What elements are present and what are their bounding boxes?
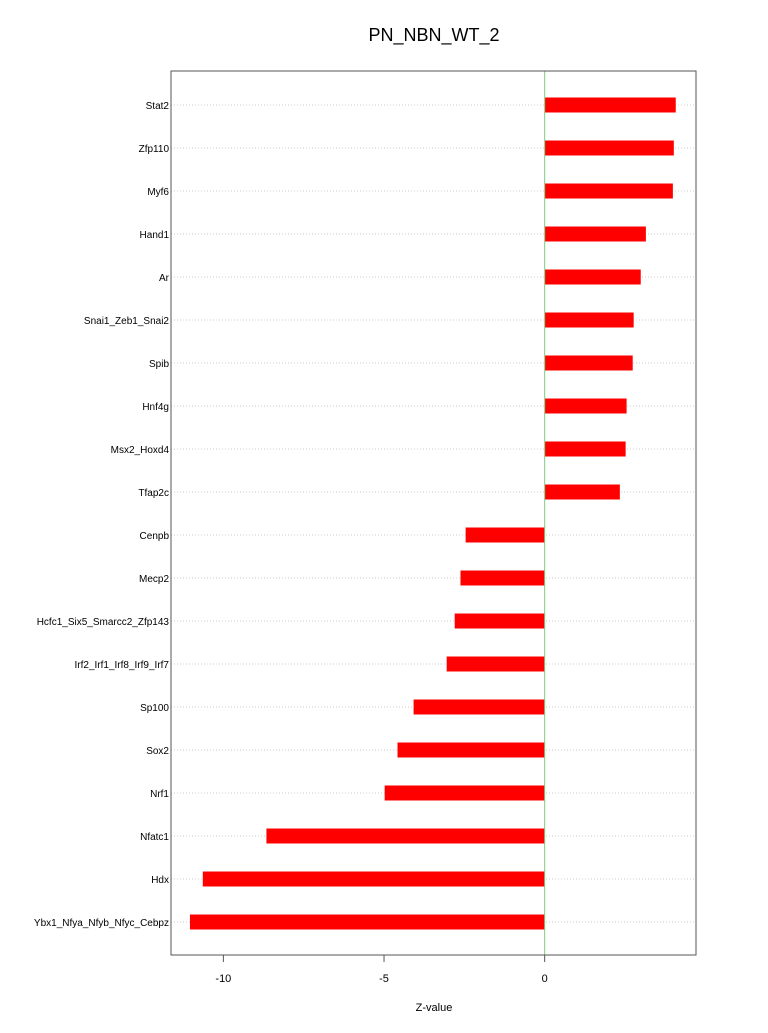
- bar-hand1: [544, 226, 646, 242]
- category-label: Ar: [159, 273, 170, 284]
- bar-msx2_hoxd4: [544, 441, 626, 457]
- category-label: Msx2_Hoxd4: [111, 445, 170, 456]
- x-tick-label: -10: [215, 973, 231, 985]
- plot-frame: [170, 70, 697, 956]
- category-label: Nfatc1: [140, 832, 169, 843]
- category-label: Hand1: [140, 230, 170, 241]
- category-label: Myf6: [147, 187, 169, 198]
- category-label: Sox2: [146, 746, 169, 757]
- category-label: Sp100: [140, 703, 169, 714]
- bar-ybx1_nfya_nfyb_nfyc_cebpz: [189, 914, 545, 930]
- bar-nfatc1: [266, 828, 545, 844]
- bar-zfp110: [544, 140, 674, 156]
- category-label: Stat2: [146, 101, 170, 112]
- bar-ar: [544, 269, 641, 285]
- bar-hcfc1_six5_smarcc2_zfp143: [454, 613, 545, 629]
- category-label: Hcfc1_Six5_Smarcc2_Zfp143: [37, 617, 170, 628]
- x-tick-label: -5: [379, 973, 389, 985]
- bar-sox2: [397, 742, 545, 758]
- category-label: Cenpb: [140, 531, 170, 542]
- category-label: Tfap2c: [138, 488, 169, 499]
- category-label: Hnf4g: [142, 402, 169, 413]
- category-label: Irf2_Irf1_Irf8_Irf9_Irf7: [75, 660, 170, 671]
- bar-irf2_irf1_irf8_irf9_irf7: [446, 656, 545, 672]
- bar-tfap2c: [544, 484, 620, 500]
- chart-title: PN_NBN_WT_2: [368, 25, 499, 46]
- bar-hnf4g: [544, 398, 627, 414]
- bar-mecp2: [460, 570, 545, 586]
- category-label: Zfp110: [139, 144, 170, 155]
- category-label: Mecp2: [139, 574, 169, 585]
- category-label: Nrf1: [150, 789, 169, 800]
- bar-sp100: [413, 699, 545, 715]
- x-tick-label: 0: [542, 973, 548, 985]
- bar-stat2: [544, 97, 676, 113]
- bar-cenpb: [465, 527, 545, 543]
- category-label: Snai1_Zeb1_Snai2: [84, 316, 170, 327]
- x-axis-label: Z-value: [416, 1002, 453, 1014]
- category-label: Spib: [149, 359, 169, 370]
- category-label: Hdx: [151, 875, 169, 886]
- bar-spib: [544, 355, 633, 371]
- bar-myf6: [544, 183, 673, 199]
- bar-snai1_zeb1_snai2: [544, 312, 634, 328]
- bar-hdx: [202, 871, 545, 887]
- bar-nrf1: [384, 785, 545, 801]
- category-label: Ybx1_Nfya_Nfyb_Nfyc_Cebpz: [34, 918, 169, 929]
